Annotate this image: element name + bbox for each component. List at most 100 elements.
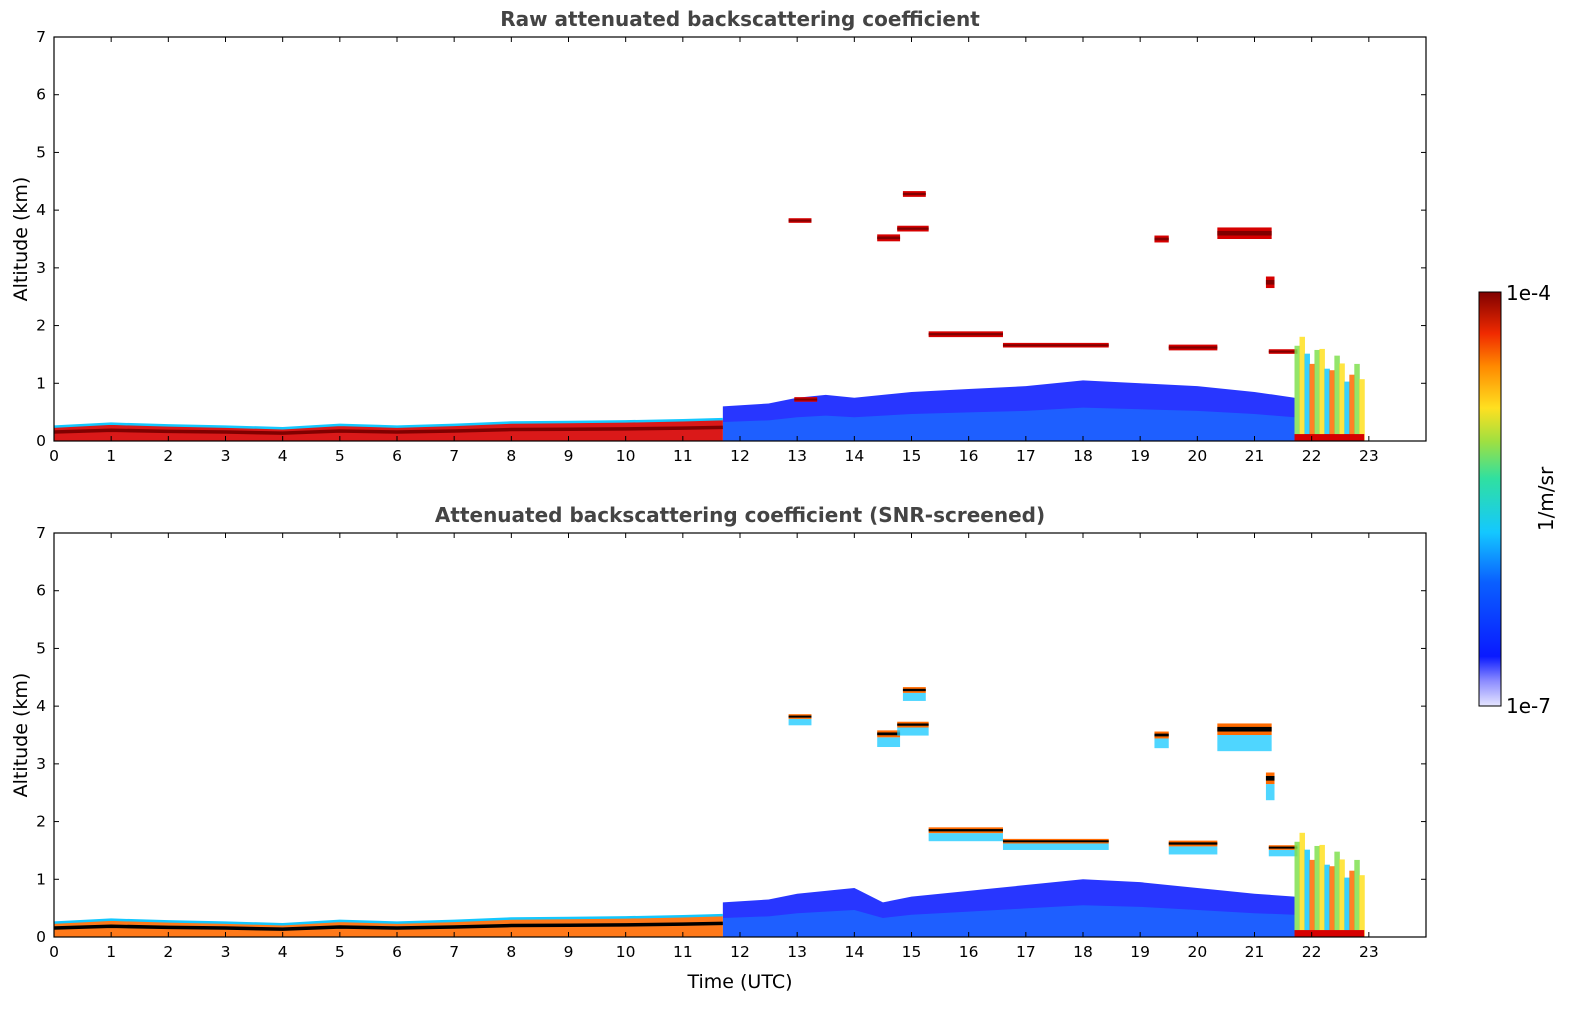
cloud-layer-core [1265,279,1275,285]
cloud-layer-core [1217,726,1272,732]
panel-title: Raw attenuated backscattering coefficien… [500,7,980,31]
heatmap-screened [54,687,1365,937]
colorbar-min-label: 1e-7 [1506,694,1551,718]
x-tick-label: 20 [1187,447,1207,465]
x-axis-label: Time (UTC) [686,971,792,993]
x-tick-label: 10 [616,447,636,465]
cloud-layer-core [1154,733,1169,737]
cloud-layer-core [1168,346,1218,349]
cloud-layer-core [788,715,812,718]
x-tick-label: 15 [902,447,922,465]
y-tick-label: 2 [36,813,46,831]
y-tick-label: 7 [36,524,46,542]
cloud-layer-core [788,219,812,222]
x-tick-label: 8 [506,943,516,961]
precipitation-column [1304,849,1310,937]
cloud-layer-core [877,236,901,240]
precipitation-ground-return [1294,434,1365,441]
precipitation-column [1324,368,1330,441]
x-tick-label: 20 [1187,943,1207,961]
colorbar: 1e-4 1e-7 1/m/sr [1478,281,1558,718]
cloud-layer-core [928,333,1003,336]
precipitation-column [1319,844,1325,937]
cloud-layer-core [877,732,901,736]
x-tick-label: 23 [1359,447,1379,465]
x-tick-label: 10 [616,943,636,961]
y-tick-label: 6 [36,86,46,104]
precipitation-column [1299,832,1305,937]
cloud-base-echo [1154,738,1169,749]
cloud-base-echo [902,692,926,701]
cloud-layer-core [897,227,929,230]
y-tick-label: 0 [36,432,46,450]
x-tick-label: 8 [506,447,516,465]
x-tick-label: 2 [163,447,173,465]
y-axis-label: Altitude (km) [10,673,32,798]
boundary-layer-peak [54,921,723,931]
precipitation-column [1349,870,1355,937]
precipitation-column [1329,866,1335,937]
aerosol-layer-core [722,905,1295,937]
cloud-base-echo [1168,846,1218,855]
y-tick-label: 4 [36,697,46,715]
precipitation-column [1359,875,1365,937]
precipitation-column [1314,349,1320,441]
x-tick-label: 12 [730,943,750,961]
cloud-base-echo [1217,735,1272,752]
x-tick-label: 0 [49,447,59,465]
cloud-layer-core [1154,237,1169,241]
cloud-base-echo [1002,843,1109,850]
precipitation-column [1309,859,1315,937]
x-tick-label: 3 [221,447,231,465]
x-tick-label: 12 [730,447,750,465]
cloud-layer-core [794,398,818,401]
x-tick-label: 15 [902,943,922,961]
x-tick-label: 7 [449,447,459,465]
sky-field [54,37,1367,441]
y-tick-label: 6 [36,582,46,600]
x-tick-label: 9 [564,943,574,961]
colorbar-gradient [1478,291,1502,707]
x-tick-label: 9 [564,447,574,465]
y-tick-label: 1 [36,870,46,888]
x-tick-label: 17 [1016,447,1036,465]
x-tick-label: 19 [1130,943,1150,961]
axis-ticks: 0 1 2 3 4 5 6 7 8 9 10 11 12 13 14 15 16 17 18 19 20 21 22 2301… [36,28,1426,465]
cloud-layer-core [1265,775,1275,781]
x-tick-label: 7 [449,943,459,961]
y-tick-label: 3 [36,259,46,277]
y-tick-label: 5 [36,639,46,657]
cloud-layer-core [1217,230,1272,236]
x-tick-label: 21 [1245,943,1265,961]
heatmap-marks [54,191,1365,441]
x-tick-label: 16 [959,943,979,961]
x-tick-label: 2 [163,943,173,961]
panel-screened: Attenuated backscattering coefficient (S… [10,503,1427,993]
cloud-layer-core [1268,846,1298,849]
y-tick-label: 3 [36,755,46,773]
x-tick-label: 13 [787,943,807,961]
x-tick-label: 17 [1016,943,1036,961]
precipitation-column [1334,355,1340,441]
cloud-layer-core [897,723,929,726]
x-tick-label: 18 [1073,447,1093,465]
x-tick-label: 14 [844,447,864,465]
precipitation-column [1309,363,1315,441]
y-tick-label: 0 [36,928,46,946]
x-tick-label: 14 [844,943,864,961]
cloud-base-echo [877,737,901,748]
cloud-base-echo [928,833,1003,842]
x-tick-label: 16 [959,447,979,465]
x-tick-label: 1 [106,447,116,465]
precipitation-column [1359,379,1365,441]
x-tick-label: 13 [787,447,807,465]
y-axis-label: Altitude (km) [10,177,32,302]
aerosol-layer-core [722,407,1295,441]
x-tick-label: 22 [1302,943,1322,961]
cloud-base-echo [1265,784,1275,801]
x-tick-label: 1 [106,943,116,961]
axis-ticks: 0 1 2 3 4 5 6 7 8 9 10 11 12 13 14 15 16 17 18 19 20 21 22 2301… [36,524,1426,961]
x-tick-label: 5 [335,943,345,961]
precipitation-ground-return [1294,930,1365,937]
x-tick-label: 6 [392,943,402,961]
